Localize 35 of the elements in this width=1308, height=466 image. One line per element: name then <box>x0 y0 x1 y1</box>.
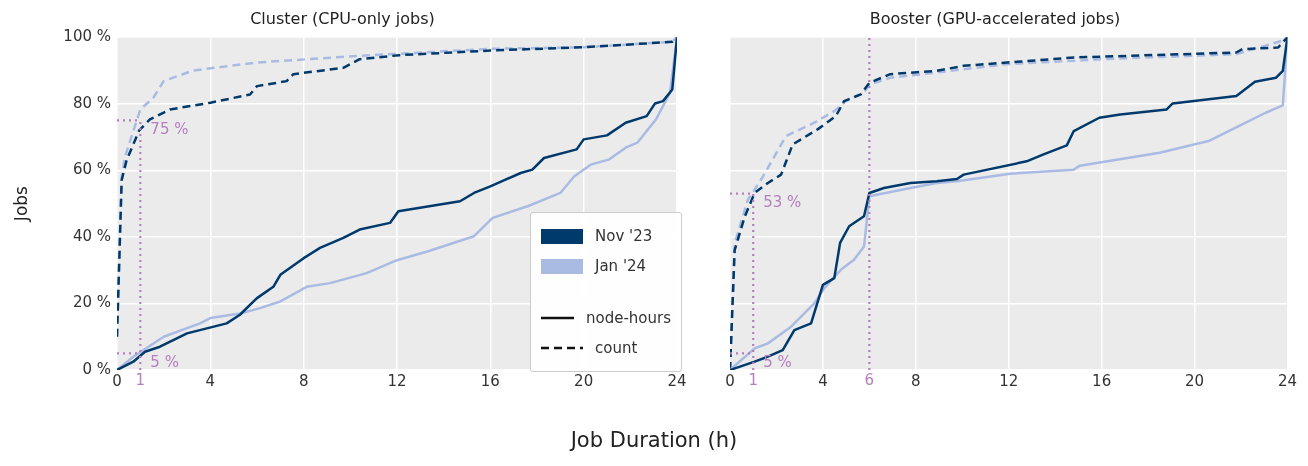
y-tick-label: 80 % <box>72 93 111 112</box>
x-tick-label: 0 <box>112 371 122 390</box>
x-tick-label: 4 <box>205 371 216 390</box>
x-tick-label: 8 <box>911 371 921 390</box>
ref-line-label: 6 <box>864 371 875 390</box>
ref-line-label: 53 % <box>763 193 802 212</box>
ref-line-label: 5 % <box>150 352 179 371</box>
y-tick-label: 100 % <box>63 27 111 46</box>
ref-line-label: 1 <box>135 371 146 390</box>
x-tick-label: 20 <box>1185 371 1205 390</box>
y-tick-label: 20 % <box>72 293 111 312</box>
x-tick-label: 0 <box>725 371 735 390</box>
legend-label: Nov '23 <box>595 227 653 245</box>
ref-line-label: 1 <box>748 371 758 390</box>
x-tick-label: 12 <box>999 371 1019 390</box>
annotation: count <box>595 339 638 357</box>
x-tick-label: 20 <box>574 371 594 390</box>
x-tick-label: 24 <box>1277 371 1297 390</box>
ref-line-label: 75 % <box>150 119 189 138</box>
x-tick-label: 4 <box>818 371 828 390</box>
chart-title: Cluster (CPU-only jobs) <box>250 8 435 28</box>
chart-title: Booster (GPU-accelerated jobs) <box>869 8 1121 28</box>
y-tick-label: 0 % <box>82 359 111 378</box>
x-tick-label: 24 <box>667 371 687 390</box>
y-tick-label: 40 % <box>72 226 111 245</box>
x-axis-title: Job Duration (h) <box>568 428 739 452</box>
y-tick-label: 60 % <box>72 160 111 179</box>
x-tick-label: 12 <box>387 371 407 390</box>
y-axis-title: Jobs <box>10 185 31 223</box>
annotation: node-hours <box>585 309 671 327</box>
legend-label: Jan '24 <box>595 257 647 275</box>
x-tick-label: 16 <box>1092 371 1112 390</box>
x-tick-label: 16 <box>480 371 500 390</box>
x-tick-label: 8 <box>298 371 309 390</box>
ref-line-label: 5 % <box>763 352 792 371</box>
